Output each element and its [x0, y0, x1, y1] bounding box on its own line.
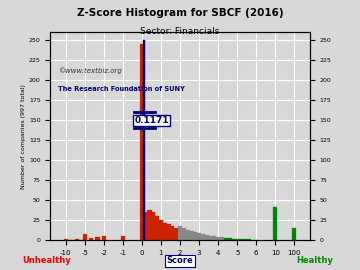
Bar — [235, 239, 239, 240]
Bar — [182, 228, 186, 240]
Bar — [193, 232, 197, 240]
Bar — [273, 207, 278, 240]
Bar — [197, 233, 201, 240]
Bar — [89, 238, 93, 240]
Bar — [228, 238, 231, 240]
Text: Healthy: Healthy — [297, 256, 333, 265]
Bar — [75, 239, 79, 240]
Bar — [159, 220, 163, 240]
Text: ©www.textbiz.org: ©www.textbiz.org — [58, 68, 122, 75]
Bar — [79, 239, 83, 240]
Text: Sector: Financials: Sector: Financials — [140, 27, 220, 36]
Text: The Research Foundation of SUNY: The Research Foundation of SUNY — [58, 86, 185, 92]
Bar — [231, 239, 235, 240]
Bar — [166, 224, 171, 240]
Bar — [82, 234, 87, 240]
Bar — [224, 238, 228, 240]
Bar — [243, 239, 247, 240]
Bar — [189, 231, 194, 240]
Bar — [239, 239, 243, 240]
Y-axis label: Number of companies (997 total): Number of companies (997 total) — [21, 84, 26, 189]
Bar — [174, 228, 178, 240]
Bar — [121, 235, 125, 240]
Bar — [102, 236, 106, 240]
Bar — [220, 237, 224, 240]
Text: Z-Score Histogram for SBCF (2016): Z-Score Histogram for SBCF (2016) — [77, 8, 283, 18]
Bar — [151, 212, 156, 240]
Bar — [292, 228, 296, 240]
Bar — [147, 210, 152, 240]
Bar — [204, 235, 209, 240]
Bar — [185, 230, 190, 240]
Bar — [254, 239, 258, 240]
Bar — [64, 239, 68, 240]
Bar — [64, 239, 68, 240]
Bar — [178, 226, 182, 240]
Bar — [64, 239, 68, 240]
Bar — [250, 239, 255, 240]
Bar — [216, 237, 220, 240]
Bar — [67, 239, 72, 240]
Bar — [201, 234, 205, 240]
Bar — [170, 226, 175, 240]
Text: 0.1171: 0.1171 — [134, 116, 169, 125]
Bar — [212, 236, 216, 240]
Bar — [155, 216, 159, 240]
Bar — [144, 212, 148, 240]
Bar — [71, 239, 75, 240]
Bar — [143, 40, 145, 240]
Text: Unhealthy: Unhealthy — [22, 256, 71, 265]
Bar — [247, 239, 251, 240]
Bar — [163, 223, 167, 240]
Text: Score: Score — [167, 256, 193, 265]
Bar — [140, 44, 144, 240]
Bar — [208, 235, 213, 240]
Bar — [95, 237, 99, 240]
